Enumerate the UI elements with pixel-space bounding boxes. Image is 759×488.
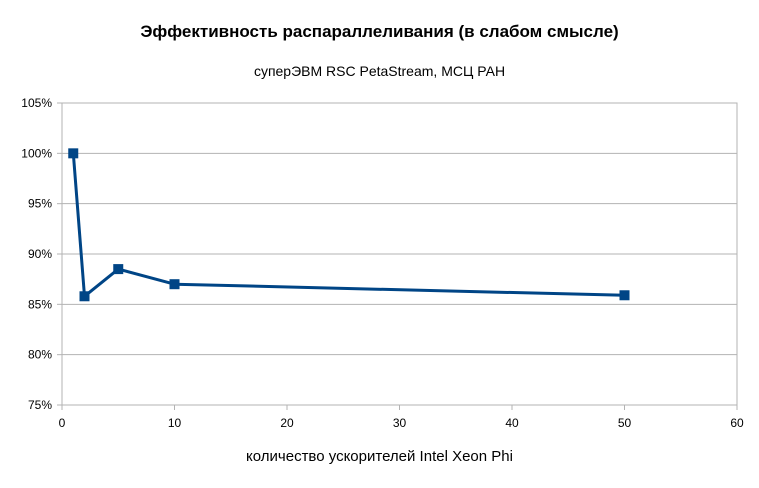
y-tick-label: 85% bbox=[28, 297, 52, 311]
x-tick-label: 0 bbox=[59, 416, 66, 430]
y-tick-label: 100% bbox=[21, 146, 52, 160]
x-tick-label: 20 bbox=[280, 416, 294, 430]
data-point-marker bbox=[79, 291, 90, 302]
data-point-marker bbox=[113, 264, 124, 275]
data-point-marker bbox=[68, 148, 79, 159]
axis-ticks: 75% 80% 85% 90% 95% 100% 105% 0 10 20 30 40 50 60 bbox=[21, 96, 744, 430]
x-tick-label: 30 bbox=[393, 416, 407, 430]
x-tick-label: 50 bbox=[618, 416, 632, 430]
chart-title: Эффективность распараллеливания (в слабо… bbox=[140, 22, 619, 41]
x-tick-label: 10 bbox=[168, 416, 182, 430]
x-tick-label: 40 bbox=[505, 416, 519, 430]
data-point-marker bbox=[169, 279, 180, 290]
chart-subtitle: суперЭВМ RSC PetaStream, МСЦ РАН bbox=[253, 63, 506, 79]
y-tick-label: 95% bbox=[28, 197, 52, 211]
series-layer bbox=[68, 148, 630, 302]
y-tick-label: 90% bbox=[28, 247, 52, 261]
series-line bbox=[71, 153, 625, 298]
grid-lines bbox=[57, 102, 738, 410]
y-tick-label: 80% bbox=[28, 348, 52, 362]
y-tick-label: 105% bbox=[21, 96, 52, 110]
x-tick-label: 60 bbox=[730, 416, 744, 430]
plot-area-frame bbox=[61, 102, 738, 406]
data-point-marker bbox=[619, 290, 630, 301]
x-axis-label: количество ускорителей Intel Xeon Phi bbox=[246, 448, 513, 465]
y-tick-label: 75% bbox=[28, 398, 52, 412]
